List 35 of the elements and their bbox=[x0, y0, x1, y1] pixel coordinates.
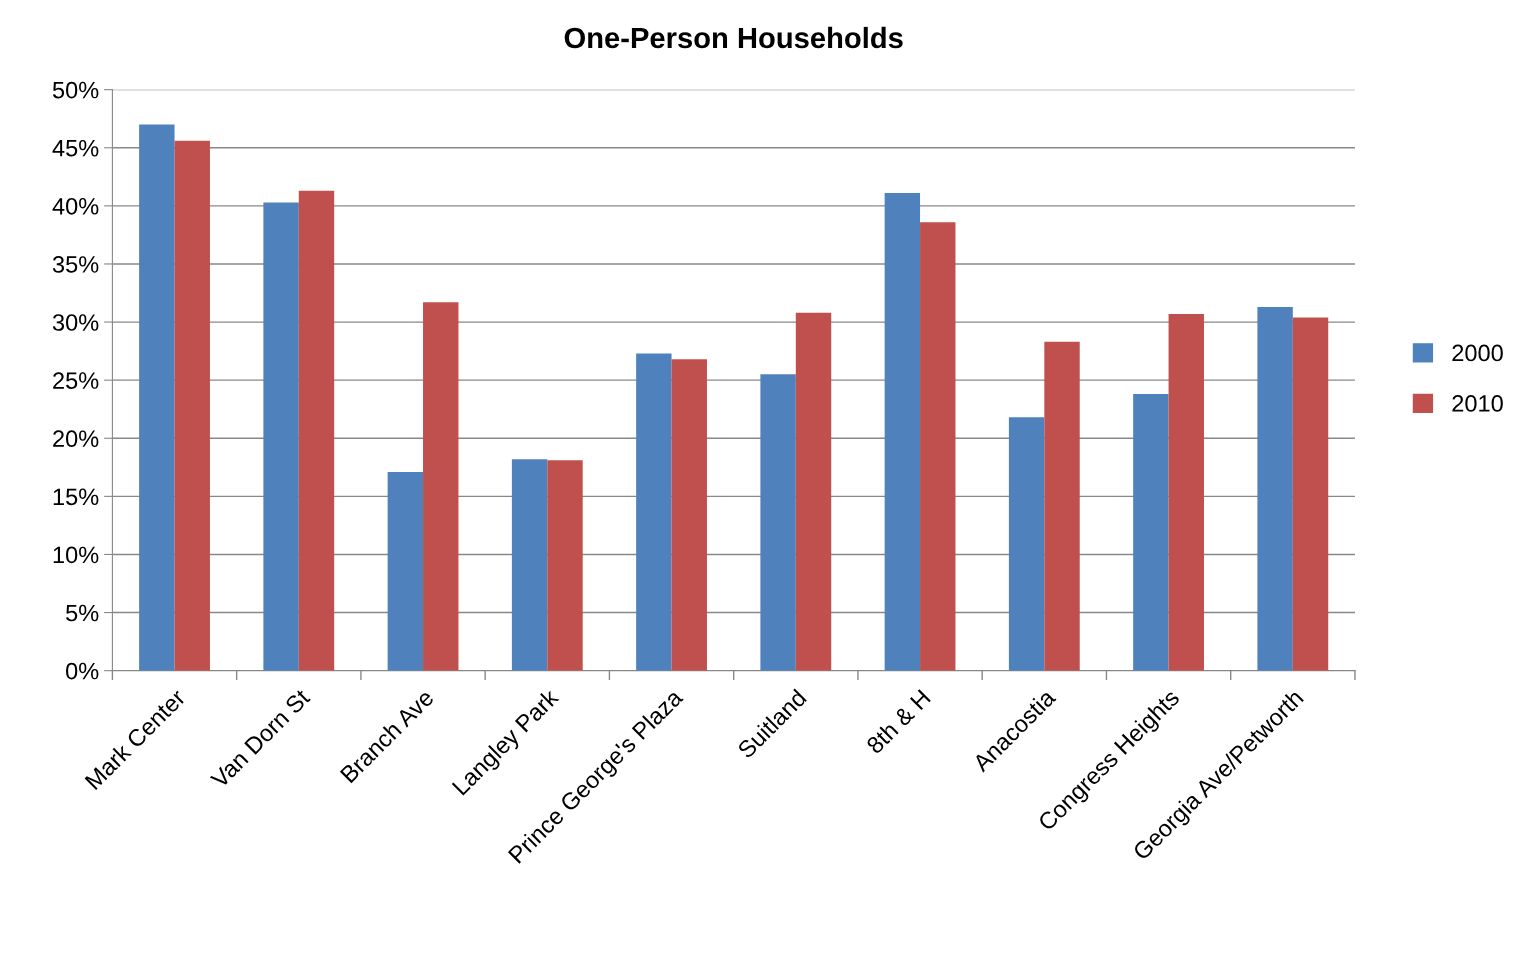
y-tick-label: 25% bbox=[53, 372, 99, 389]
legend-label: 2000 bbox=[1452, 344, 1503, 362]
bar bbox=[920, 222, 956, 671]
bar bbox=[298, 190, 335, 671]
bar bbox=[1168, 313, 1204, 671]
y-tick-label: 35% bbox=[52, 256, 99, 273]
legend-label: 2010 bbox=[1452, 395, 1503, 412]
bar bbox=[139, 124, 175, 671]
bar bbox=[174, 140, 210, 671]
x-tick-label: 8th & H bbox=[865, 688, 931, 755]
y-tick-label: 10% bbox=[53, 546, 99, 564]
bar bbox=[547, 460, 583, 671]
bar bbox=[795, 312, 832, 671]
y-tick-label: 30% bbox=[52, 314, 99, 331]
bar bbox=[423, 302, 459, 671]
bar bbox=[387, 471, 424, 671]
bar bbox=[263, 202, 299, 671]
chart-title: One-Person Households bbox=[564, 26, 903, 49]
bar bbox=[1292, 317, 1329, 671]
y-tick-label: 5% bbox=[66, 604, 99, 622]
y-tick-label: 40% bbox=[52, 197, 99, 215]
y-tick-label: 50% bbox=[52, 81, 99, 99]
bar bbox=[884, 193, 921, 671]
y-tick-label: 20% bbox=[53, 430, 99, 448]
bar bbox=[1044, 341, 1080, 671]
bar bbox=[636, 353, 672, 671]
bar bbox=[1008, 417, 1045, 671]
y-tick-label: 45% bbox=[52, 139, 99, 157]
bar bbox=[1257, 306, 1293, 671]
bar bbox=[511, 459, 548, 671]
bar bbox=[1133, 394, 1169, 671]
bar bbox=[760, 374, 796, 671]
y-tick-label: 15% bbox=[53, 488, 99, 506]
y-tick-label: 0% bbox=[66, 662, 99, 680]
bar bbox=[671, 359, 707, 671]
